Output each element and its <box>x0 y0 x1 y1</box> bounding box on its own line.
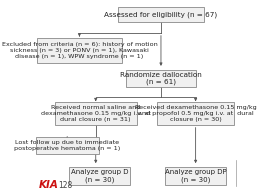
Text: KIA: KIA <box>39 181 59 191</box>
FancyBboxPatch shape <box>126 70 196 87</box>
FancyBboxPatch shape <box>157 102 234 125</box>
FancyBboxPatch shape <box>37 38 122 63</box>
Text: Assessed for eligibility (n = 67): Assessed for eligibility (n = 67) <box>104 11 217 18</box>
Text: Excluded from criteria (n = 6): history of motion
sickness (n = 3) or PONV (n = : Excluded from criteria (n = 6): history … <box>2 42 157 59</box>
FancyBboxPatch shape <box>165 167 226 185</box>
Text: Received normal saline and
dexamethasone 0.15 mg/kg i.v. at
dural closure (n = 3: Received normal saline and dexamethasone… <box>41 105 151 122</box>
Text: Analyze group DP
(n = 30): Analyze group DP (n = 30) <box>165 169 227 183</box>
Text: 128: 128 <box>58 181 72 191</box>
FancyBboxPatch shape <box>69 167 130 185</box>
FancyBboxPatch shape <box>118 6 204 22</box>
Text: Lost follow up due to immediate
postoperative hematoma (n = 1): Lost follow up due to immediate postoper… <box>14 140 120 151</box>
Text: Analyze group D
(n = 30): Analyze group D (n = 30) <box>71 169 128 183</box>
FancyBboxPatch shape <box>55 102 136 125</box>
Text: Received dexamethasone 0.15 mg/kg
and propofol 0.5 mg/kg i.v. at  dural
closure : Received dexamethasone 0.15 mg/kg and pr… <box>135 105 256 122</box>
Text: Randomize dallocation
(n = 61): Randomize dallocation (n = 61) <box>120 72 202 85</box>
FancyBboxPatch shape <box>36 137 99 154</box>
